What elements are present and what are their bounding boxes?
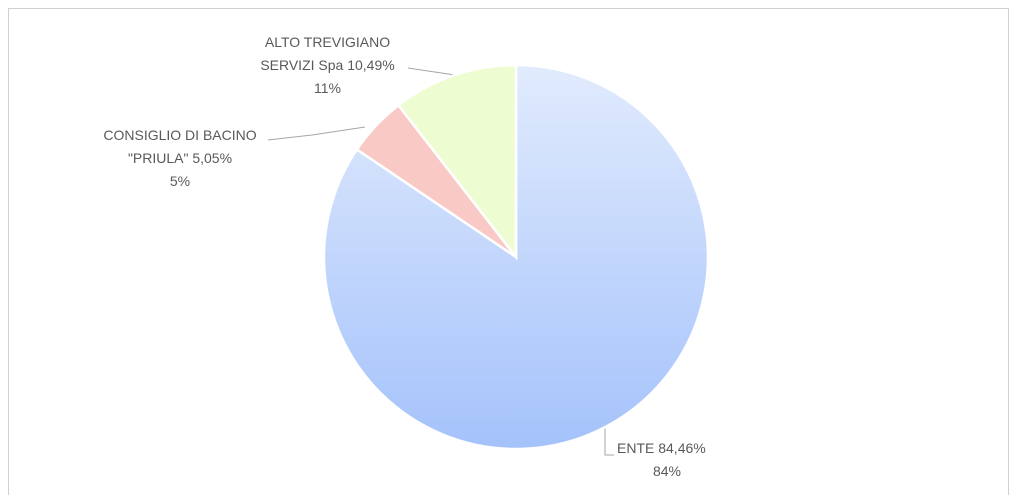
value-label: 5% [169, 173, 191, 189]
leader-line [407, 67, 456, 76]
leader-line [604, 428, 614, 456]
leader-line [267, 126, 366, 141]
frame [8, 8, 1009, 495]
category-label: ENTE 84,46% [617, 440, 706, 456]
category-label: CONSIGLIO DI BACINO "PRIULA" 5,05% [103, 127, 257, 166]
value-label: 11% [314, 80, 341, 96]
pie-slice [322, 63, 710, 451]
pie-slice [396, 63, 518, 261]
category-label: ALTO TREVIGIANO SERVIZI Spa 10,49% [260, 34, 395, 73]
value-label: 84% [652, 463, 682, 479]
